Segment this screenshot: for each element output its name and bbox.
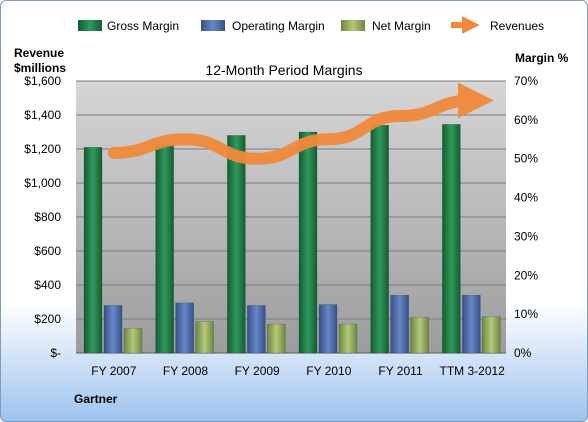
bar-net-margin — [123, 328, 143, 354]
category-label: FY 2007 — [91, 364, 136, 378]
left-tick-label: $200 — [34, 312, 61, 326]
chart-title: 12-Month Period Margins — [205, 62, 362, 78]
left-tick-label: $1,200 — [24, 142, 61, 156]
legend-swatch-net — [341, 20, 365, 31]
category-label: FY 2008 — [163, 364, 208, 378]
legend-gross-margin: Gross Margin — [107, 19, 179, 33]
legend-revenues: Revenues — [490, 19, 544, 33]
right-axis-label: Margin % — [515, 51, 569, 65]
bar-operating-margin — [175, 302, 194, 354]
left-tick-label: $1,400 — [24, 108, 61, 122]
category-label: FY 2010 — [306, 364, 351, 378]
category-label: FY 2009 — [235, 364, 280, 378]
legend-swatch-operating — [201, 20, 225, 31]
gridlines — [76, 80, 506, 354]
left-tick-label: $600 — [34, 244, 61, 258]
left-tick-label: $400 — [34, 278, 61, 292]
bar-operating-margin — [390, 294, 409, 354]
right-tick-label: 20% — [514, 268, 538, 282]
left-tick-label: $- — [50, 346, 61, 360]
legend-operating-margin: Operating Margin — [232, 19, 325, 33]
bar-series — [83, 124, 501, 354]
axis-ticks: $- $200 $400 $600 $800 $1,000 $1,200 $1,400 $1,6… — [24, 74, 538, 378]
bar-gross-margin — [370, 124, 389, 354]
right-tick-label: 40% — [514, 191, 538, 205]
revenue-line-path — [107, 82, 494, 165]
bar-net-margin — [338, 323, 358, 354]
category-label: TTM 3-2012 — [439, 364, 505, 378]
bar-gross-margin — [442, 124, 461, 354]
bar-net-margin — [267, 323, 286, 354]
legend-swatch-gross — [78, 20, 102, 31]
revenue-line — [107, 82, 494, 165]
category-label: FY 2011 — [378, 364, 423, 378]
bar-operating-margin — [103, 305, 123, 354]
bar-operating-margin — [318, 304, 338, 354]
legend-net-margin: Net Margin — [372, 19, 431, 33]
left-axis-label-line2: $millions — [14, 61, 66, 75]
left-tick-label: $1,000 — [24, 176, 61, 190]
bar-gross-margin — [83, 147, 103, 354]
bar-gross-margin — [227, 135, 246, 354]
left-tick-label: $1,600 — [24, 74, 61, 88]
bar-net-margin — [195, 321, 214, 354]
bar-net-margin — [482, 316, 501, 354]
left-axis-label-line1: Revenue — [14, 46, 64, 60]
bar-gross-margin — [155, 144, 174, 354]
bar-gross-margin — [298, 131, 318, 354]
right-tick-label: 10% — [514, 307, 538, 321]
right-tick-label: 50% — [514, 152, 538, 166]
bar-operating-margin — [247, 305, 266, 354]
right-tick-label: 0% — [514, 346, 532, 360]
right-tick-label: 70% — [514, 74, 538, 88]
right-tick-label: 60% — [514, 113, 538, 127]
left-tick-label: $800 — [34, 210, 61, 224]
legend: Gross Margin Operating Margin Net Margin… — [78, 16, 544, 34]
source-label: Gartner — [74, 392, 118, 406]
bar-net-margin — [410, 317, 429, 354]
right-tick-label: 30% — [514, 229, 538, 243]
bar-operating-margin — [462, 294, 481, 354]
